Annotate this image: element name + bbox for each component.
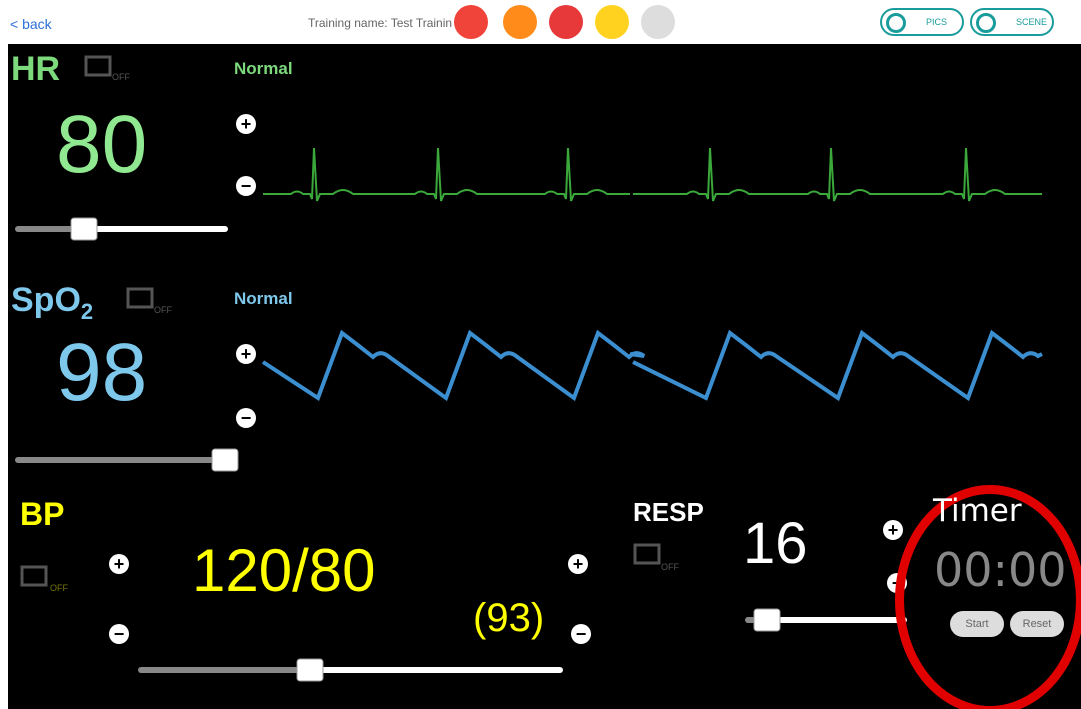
mute-button[interactable] bbox=[549, 5, 583, 39]
toggle-label: SCENE bbox=[1016, 17, 1048, 27]
spo2-label: SpO2 bbox=[11, 281, 93, 325]
highlight-ring bbox=[895, 485, 1081, 709]
hr-status: Normal bbox=[234, 59, 293, 78]
sensor-icon bbox=[633, 543, 661, 565]
pics-toggle[interactable]: PICS bbox=[880, 8, 964, 36]
slider-thumb[interactable] bbox=[211, 448, 239, 472]
spo2-subscript: 2 bbox=[80, 298, 94, 324]
slider-fill bbox=[138, 667, 310, 673]
timer-title: Timer bbox=[933, 493, 1022, 529]
slider-track bbox=[310, 667, 563, 673]
sliders bbox=[15, 217, 907, 682]
ecg-waveform bbox=[263, 147, 1042, 202]
sensor-status: OFF bbox=[154, 305, 172, 315]
power-button[interactable] bbox=[641, 5, 675, 39]
decrease-button[interactable]: − bbox=[236, 408, 256, 428]
battery-button[interactable] bbox=[595, 5, 629, 39]
bp-label: BP bbox=[20, 496, 65, 532]
spo2-status: Normal bbox=[234, 289, 293, 308]
slider-thumb[interactable] bbox=[70, 217, 98, 241]
pleth-waveform bbox=[261, 329, 1043, 402]
toggle-label: PICS bbox=[926, 17, 948, 27]
slider-track bbox=[85, 226, 228, 232]
increase-button[interactable]: + bbox=[236, 114, 256, 134]
training-name: Training name: Test Trainin bbox=[308, 16, 453, 30]
spo2-value: 98 bbox=[56, 327, 148, 418]
bp-mean: (93) bbox=[473, 596, 545, 640]
back-link[interactable]: < back bbox=[10, 16, 52, 32]
slider-fill bbox=[15, 226, 85, 232]
increase-button[interactable]: + bbox=[568, 554, 588, 574]
bp-value: 120/80 bbox=[192, 537, 376, 604]
hr-label: HR bbox=[11, 50, 61, 88]
increase-button[interactable]: + bbox=[883, 520, 903, 540]
slider-thumb[interactable] bbox=[296, 658, 324, 682]
sensor-icon bbox=[20, 565, 48, 587]
resp-value: 16 bbox=[743, 511, 808, 576]
slider-fill bbox=[15, 457, 227, 463]
sensor-icon bbox=[84, 55, 112, 77]
slider-track bbox=[767, 617, 907, 623]
resp-label: RESP bbox=[633, 497, 704, 527]
decrease-button[interactable]: − bbox=[109, 624, 129, 644]
start-button[interactable]: Start bbox=[950, 611, 1004, 637]
sensor-icon bbox=[126, 287, 154, 309]
scene-toggle[interactable]: SCENE bbox=[970, 8, 1054, 36]
slider-thumb[interactable] bbox=[753, 608, 781, 632]
spo2-label-text: SpO bbox=[11, 281, 81, 319]
reset-button[interactable]: Reset bbox=[1010, 611, 1064, 637]
sensor-status: OFF bbox=[661, 562, 679, 572]
timer-time: 00:00 bbox=[934, 543, 1067, 597]
increase-button[interactable]: + bbox=[109, 554, 129, 574]
sound-button[interactable] bbox=[454, 5, 488, 39]
sensor-status: OFF bbox=[50, 583, 68, 593]
decrease-button[interactable]: − bbox=[571, 624, 591, 644]
decrease-button[interactable]: − bbox=[236, 176, 256, 196]
increase-button[interactable]: + bbox=[236, 344, 256, 364]
hr-value: 80 bbox=[56, 99, 148, 190]
alarm-button[interactable] bbox=[503, 5, 537, 39]
sensor-status: OFF bbox=[112, 72, 130, 82]
